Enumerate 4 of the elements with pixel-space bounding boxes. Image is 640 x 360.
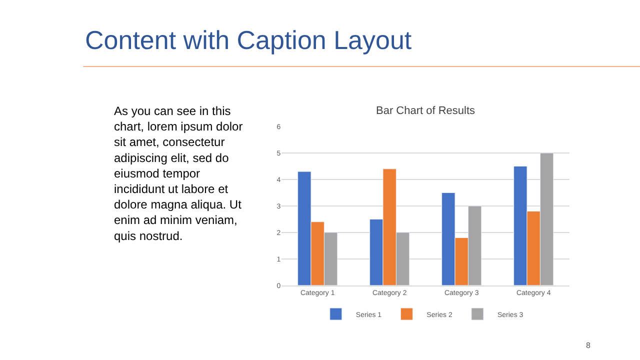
text: 8 [586,341,591,350]
chart-subtitle: Bar Chart of Results [376,105,476,117]
text: As you can see in this chart, lorem ipsum dolor sit amet, consectetur adipiscing elit, sed do eiusmod tempor incididunt ut labore et dolore magna aliqua. Ut enim ad minim veniam, quis nostrud. [114,104,243,243]
chart-title: Content with Caption Layout [85,25,412,55]
